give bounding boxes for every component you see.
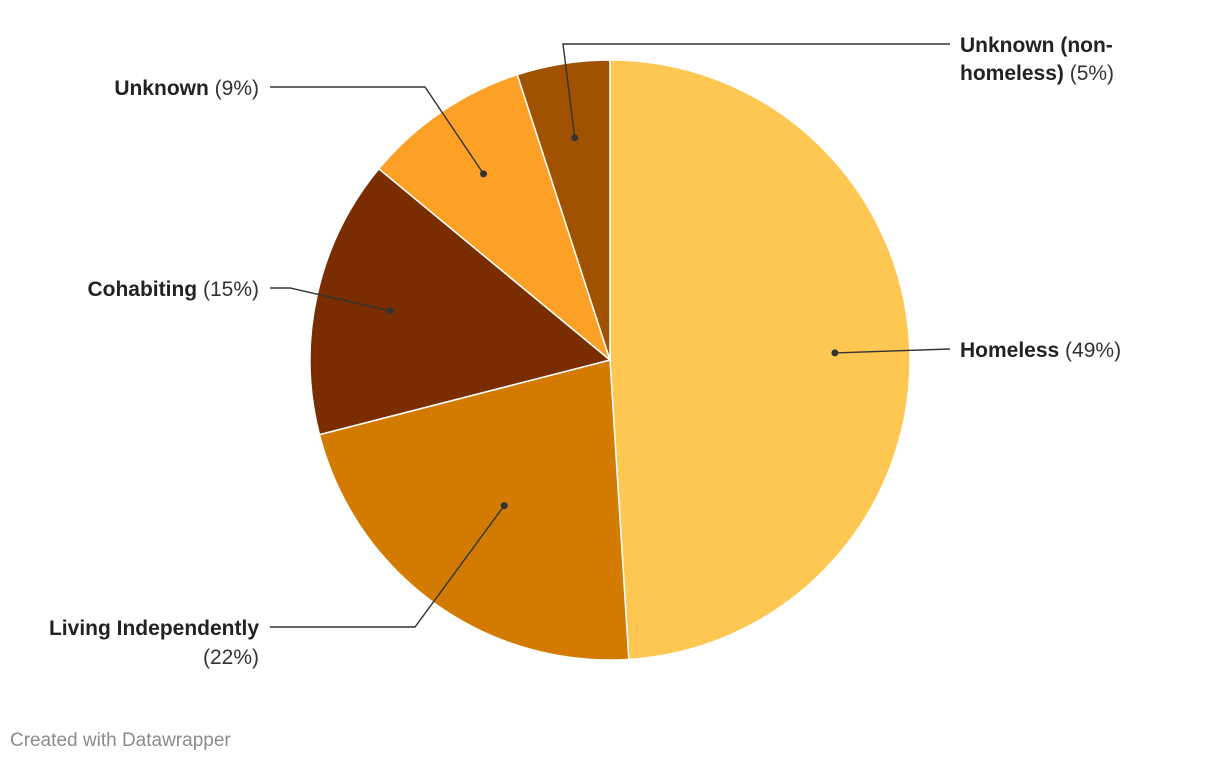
leader-dot xyxy=(571,134,579,142)
leader-dot xyxy=(480,170,488,178)
leader-dot xyxy=(500,502,508,510)
leader-line xyxy=(270,86,485,175)
slice-label: Unknown (9%) xyxy=(114,77,259,100)
leader-line xyxy=(270,505,505,628)
slice-label: Unknown (non-homeless) (5%) xyxy=(960,34,1114,85)
slice-label: Cohabiting (15%) xyxy=(87,278,259,301)
slice-label-name: Cohabiting xyxy=(87,278,197,301)
pie-chart: Homeless (49%) Living Independently (22%) C… xyxy=(49,34,1121,669)
leader-line xyxy=(562,43,950,138)
leader-dot xyxy=(831,349,839,357)
leader-lines xyxy=(270,43,951,628)
leader-line xyxy=(270,287,391,312)
slice-label-name: Unknown (non- xyxy=(960,34,1113,57)
slice-label-name: Unknown xyxy=(114,77,209,100)
leader-dot xyxy=(386,307,394,315)
slice-label-percent: (22%) xyxy=(203,646,259,669)
slice-label-percent: (49%) xyxy=(1059,339,1121,362)
slice-label-percent: (15%) xyxy=(197,278,259,301)
slice-label-percent: (9%) xyxy=(209,77,259,100)
slice-label-name: Living Independently xyxy=(49,617,259,640)
leader-line xyxy=(834,348,951,354)
pie-slice-unknown-non xyxy=(516,59,611,361)
slice-label-name-line2: homeless) xyxy=(960,62,1064,85)
slice-label-percent: (5%) xyxy=(1064,62,1114,85)
credit-text: Created with Datawrapper xyxy=(10,730,231,751)
slice-label-name: Homeless xyxy=(960,339,1059,362)
pie-slice-homeless xyxy=(609,59,911,661)
slice-label: Homeless (49%) xyxy=(960,339,1121,362)
slice-labels: Homeless (49%) Living Independently (22%) C… xyxy=(49,34,1121,669)
pie-slices xyxy=(309,59,911,661)
slice-label: Living Independently (22%) xyxy=(49,617,259,669)
